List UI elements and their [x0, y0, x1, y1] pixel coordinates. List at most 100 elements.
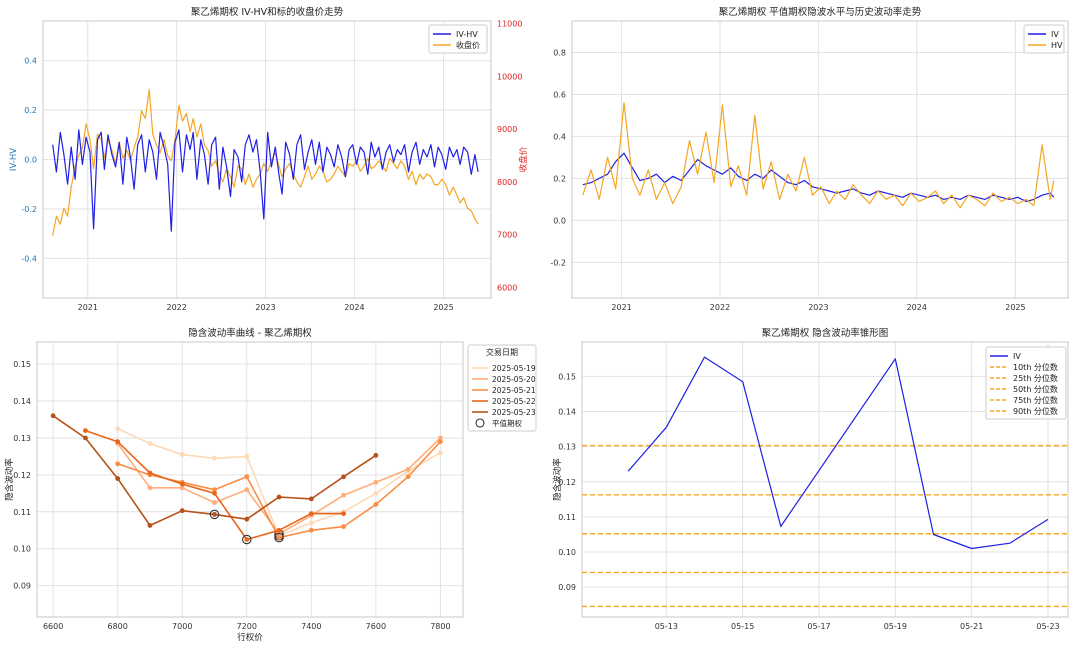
plot-frame-3 [36, 341, 464, 618]
series-line-iv [627, 356, 1049, 550]
y-tick-label: 0.4 [553, 132, 566, 141]
y-tick-label: 0.15 [13, 360, 31, 369]
atm-marker [274, 532, 284, 543]
data-point [373, 490, 379, 496]
x-tick-label: 05-17 [807, 622, 830, 631]
data-point [405, 466, 411, 472]
data-point [341, 524, 346, 529]
data-point [276, 527, 282, 533]
x-tick-label: 2021 [78, 303, 98, 312]
legend-box-1 [428, 24, 488, 54]
series-line-2025-05-19 [117, 427, 441, 537]
legend-entry: 50th 分位数 [1013, 384, 1058, 394]
plot-frame-1 [42, 20, 492, 299]
x-tick-label: 6800 [108, 622, 128, 631]
chart-title-2: 聚乙烯期权 平值期权隐波水平与历史波动率走势 [719, 6, 922, 18]
y-tick-label: 0.8 [553, 48, 566, 57]
data-point [308, 527, 314, 533]
y-tick-label: 0.15 [558, 372, 576, 381]
x-tick-label: 7800 [430, 622, 450, 631]
data-point [341, 474, 346, 480]
data-point [212, 500, 217, 505]
plot-frame-2 [571, 20, 1069, 299]
x-tick-label: 05-15 [731, 622, 754, 631]
data-point [115, 476, 121, 481]
y-tick-label: 0.13 [558, 443, 576, 452]
series-line-iv [582, 152, 1055, 203]
y2-tick-label: 10000 [497, 72, 522, 81]
data-point [115, 461, 121, 467]
y-tick-label: 0.09 [558, 583, 576, 592]
chart-title-3: 隐含波动率曲线 - 聚乙烯期权 [188, 327, 312, 339]
x-tick-label: 2022 [710, 303, 730, 312]
x-tick-label: 2021 [611, 303, 631, 312]
data-point [212, 490, 217, 496]
data-point [244, 537, 250, 542]
x-tick-label: 2024 [344, 303, 364, 312]
data-point [405, 474, 411, 480]
y-tick-label: 0.12 [558, 478, 576, 487]
legend-entry: 2025-05-22 [492, 397, 536, 406]
chart-iv-hv-close: -0.4 -0.2 0.0 0.2 0.4 6000 7000 8000 9000 10000 11… [9, 6, 529, 312]
data-point [308, 496, 314, 502]
x-tick-label: 05-19 [884, 622, 907, 631]
y-axis-label: 隐含波动率 [4, 458, 15, 501]
y2-tick-label: 8000 [497, 178, 517, 187]
data-point [212, 455, 217, 461]
chart-iv-cone: 0.09 0.10 0.11 0.12 0.13 0.14 0.15 05-13 05-15 05… [552, 327, 1069, 631]
data-point [115, 439, 121, 445]
y-tick-label: 0.14 [558, 408, 576, 417]
data-point [212, 487, 217, 493]
data-point [276, 494, 282, 500]
legend-entry: IV-HV [456, 30, 478, 39]
data-point [341, 511, 346, 517]
y-tick-label: 0.4 [24, 57, 37, 66]
series-line-2025-05-22 [85, 429, 344, 541]
data-point [147, 470, 153, 476]
legend-entry: HV [1051, 41, 1063, 50]
x-tick-label: 2025 [1005, 303, 1025, 312]
x-tick-label: 2023 [808, 303, 828, 312]
chart-iv-hv-trend: -0.2 0.0 0.2 0.4 0.6 0.8 2021 2022 2023 2024 2025 聚… [550, 6, 1069, 312]
x-tick-label: 7200 [237, 622, 257, 631]
chart-title-1: 聚乙烯期权 IV-HV和标的收盘价走势 [191, 6, 344, 18]
y2-tick-label: 9000 [497, 125, 517, 134]
x-tick-label: 05-21 [960, 622, 983, 631]
x-tick-label: 2025 [433, 303, 453, 312]
y-tick-label: -0.2 [21, 205, 37, 214]
y-tick-label: 0.0 [553, 216, 566, 225]
data-point [179, 508, 185, 514]
series-line-2025-05-23 [52, 415, 377, 527]
y-tick-label: 0.0 [24, 156, 37, 165]
x-tick-label: 6600 [43, 622, 63, 631]
data-point [276, 535, 282, 541]
y-tick-label: -0.4 [21, 254, 37, 263]
y-tick-label: -0.2 [550, 258, 566, 267]
data-point [373, 502, 379, 507]
data-point [179, 485, 185, 491]
y-axis-label: IV-HV [9, 148, 19, 171]
data-point [179, 481, 185, 487]
y-tick-label: 0.2 [24, 106, 37, 115]
x-axis-label: 行权价 [237, 632, 263, 643]
data-point [147, 523, 153, 528]
data-point [308, 511, 314, 517]
y2-tick-label: 7000 [497, 231, 517, 240]
series-line-iv-hv [52, 129, 479, 232]
data-point [308, 520, 314, 526]
legend-title: 交易日期 [486, 347, 518, 357]
data-point [147, 441, 153, 446]
x-tick-label: 2024 [907, 303, 927, 312]
data-point [438, 450, 443, 456]
x-tick-label: 05-23 [1036, 622, 1059, 631]
x-tick-label: 7400 [301, 622, 321, 631]
data-point [244, 516, 250, 522]
y-tick-label: 0.11 [558, 513, 576, 522]
data-point [244, 454, 250, 459]
legend-entry: 收盘价 [456, 40, 480, 50]
y-tick-label: 0.12 [13, 471, 31, 480]
legend-entry: IV [1051, 30, 1059, 39]
legend-entry: 75th 分位数 [1013, 395, 1058, 405]
series-line-2025-05-21 [117, 441, 441, 539]
